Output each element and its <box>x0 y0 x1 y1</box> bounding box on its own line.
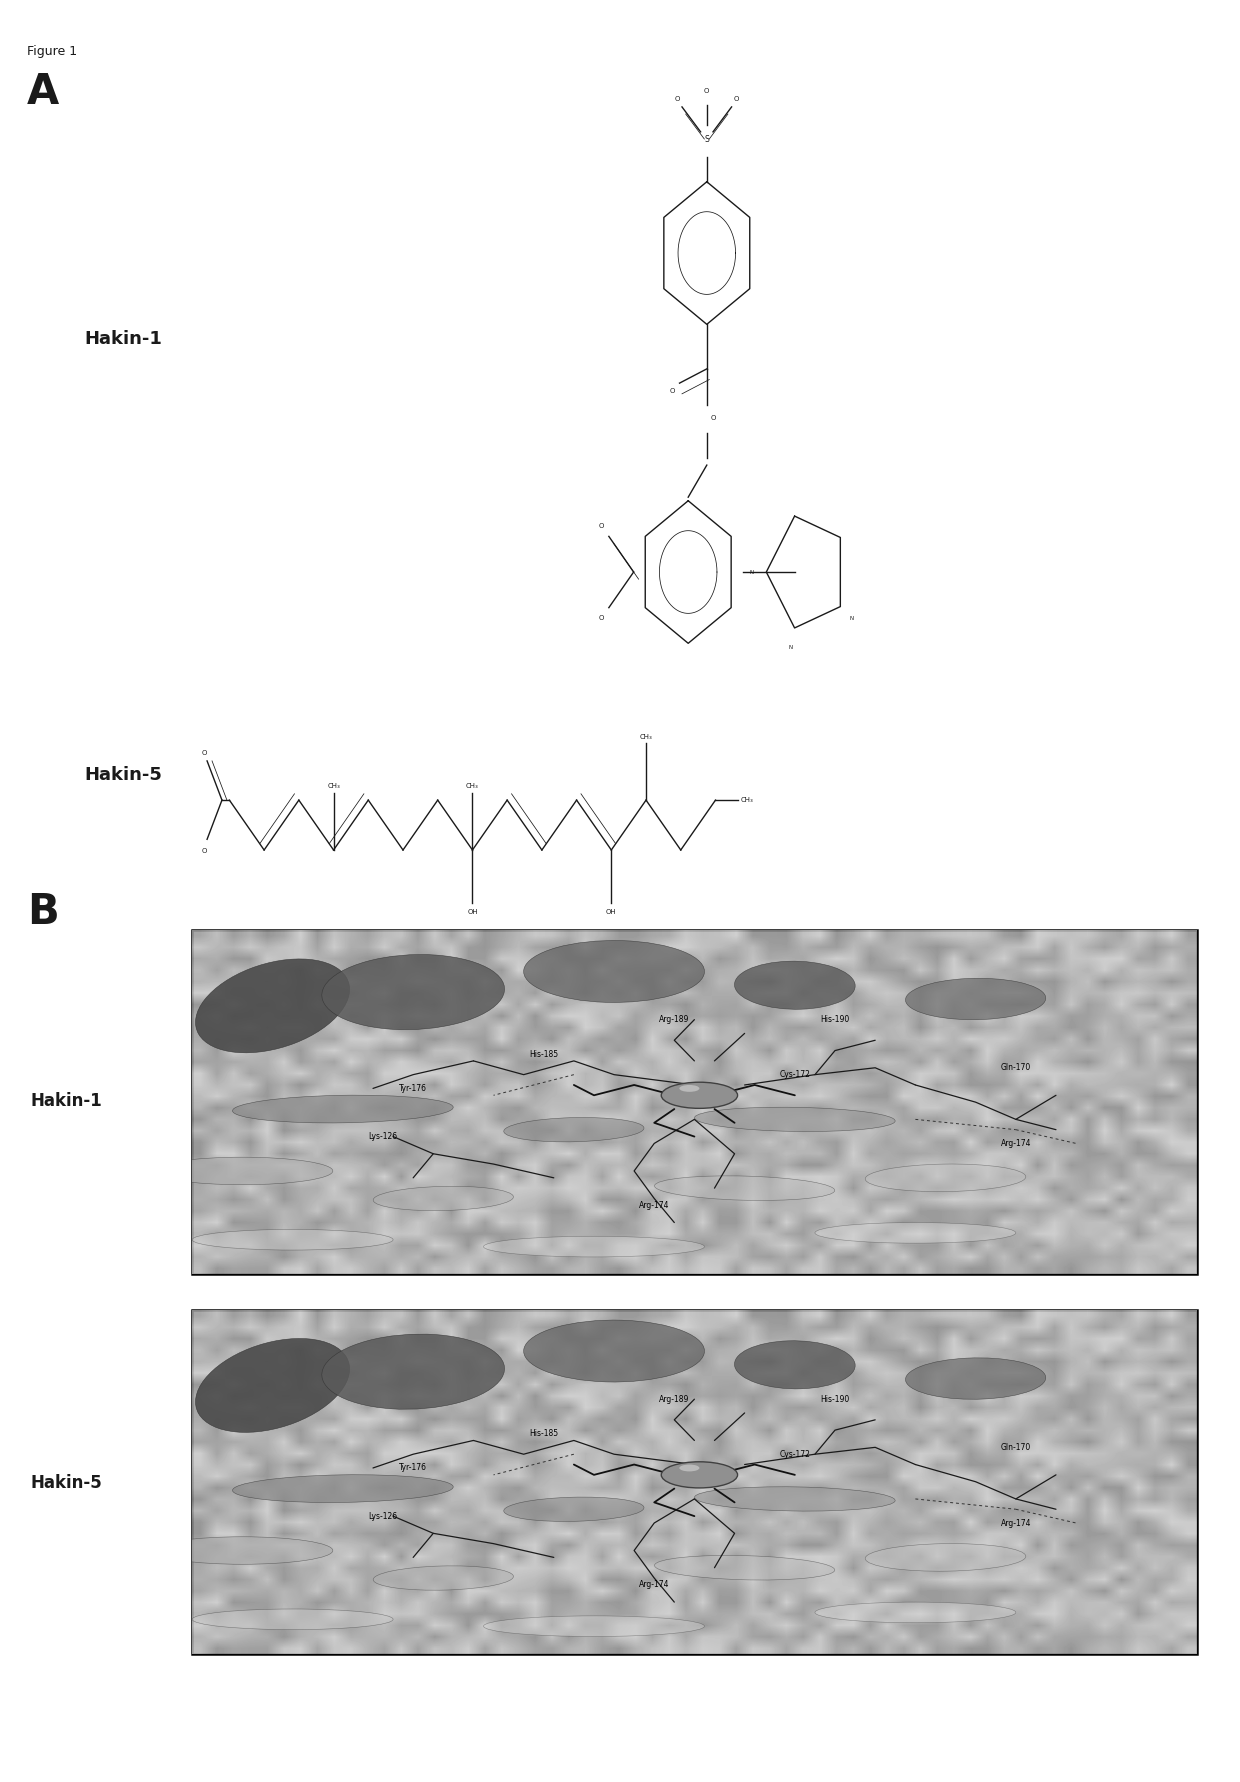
Text: O: O <box>202 750 207 756</box>
Text: Tyr-176: Tyr-176 <box>399 1463 427 1472</box>
Text: Gln-170: Gln-170 <box>1001 1443 1030 1452</box>
Ellipse shape <box>322 1335 505 1410</box>
Ellipse shape <box>694 1486 895 1511</box>
Ellipse shape <box>503 1497 644 1522</box>
Ellipse shape <box>153 1536 332 1565</box>
Text: Arg-174: Arg-174 <box>1001 1518 1030 1527</box>
Text: Arg-189: Arg-189 <box>660 1395 689 1404</box>
Ellipse shape <box>694 1107 895 1132</box>
Ellipse shape <box>523 1320 704 1383</box>
Ellipse shape <box>196 1338 350 1433</box>
Text: O: O <box>599 524 604 529</box>
Text: Arg-174: Arg-174 <box>639 1581 670 1590</box>
Ellipse shape <box>905 1358 1045 1399</box>
Ellipse shape <box>655 1556 835 1581</box>
Text: S: S <box>704 135 709 144</box>
Ellipse shape <box>815 1602 1016 1623</box>
Text: Figure 1: Figure 1 <box>27 45 77 57</box>
Text: CH₃: CH₃ <box>740 797 753 804</box>
Text: O: O <box>704 89 709 94</box>
Ellipse shape <box>322 955 505 1030</box>
Text: His-185: His-185 <box>529 1429 558 1438</box>
Ellipse shape <box>192 1609 393 1629</box>
Text: A: A <box>27 71 60 114</box>
Text: His-190: His-190 <box>821 1016 849 1025</box>
Text: N: N <box>789 645 792 650</box>
Ellipse shape <box>233 1096 453 1123</box>
Bar <box>192 1310 1197 1654</box>
Text: N: N <box>849 617 854 622</box>
Text: His-190: His-190 <box>821 1395 849 1404</box>
Ellipse shape <box>373 1187 513 1210</box>
Text: Arg-174: Arg-174 <box>1001 1139 1030 1148</box>
Text: CH₃: CH₃ <box>466 784 479 789</box>
Text: O: O <box>202 848 207 854</box>
Ellipse shape <box>866 1543 1025 1572</box>
Text: Cys-172: Cys-172 <box>780 1071 810 1080</box>
Text: Gln-170: Gln-170 <box>1001 1064 1030 1073</box>
Text: OH: OH <box>467 909 477 914</box>
Circle shape <box>680 1465 699 1472</box>
Ellipse shape <box>655 1176 835 1201</box>
Ellipse shape <box>484 1616 704 1636</box>
Text: O: O <box>599 615 604 620</box>
Text: Hakin-5: Hakin-5 <box>84 766 162 784</box>
Ellipse shape <box>815 1222 1016 1244</box>
Ellipse shape <box>233 1475 453 1502</box>
Text: Lys-126: Lys-126 <box>368 1511 398 1520</box>
Ellipse shape <box>905 978 1045 1019</box>
Text: Hakin-1: Hakin-1 <box>31 1092 103 1110</box>
Ellipse shape <box>373 1566 513 1590</box>
Text: Arg-189: Arg-189 <box>660 1016 689 1025</box>
Ellipse shape <box>734 1340 856 1388</box>
Circle shape <box>680 1085 699 1092</box>
Text: Arg-174: Arg-174 <box>639 1201 670 1210</box>
Text: Hakin-5: Hakin-5 <box>31 1474 103 1492</box>
Ellipse shape <box>484 1237 704 1256</box>
Text: O: O <box>675 96 680 102</box>
Ellipse shape <box>503 1117 644 1142</box>
Text: Hakin-1: Hakin-1 <box>84 330 162 347</box>
Text: O: O <box>670 388 675 394</box>
Text: Tyr-176: Tyr-176 <box>399 1083 427 1092</box>
Text: Lys-126: Lys-126 <box>368 1132 398 1140</box>
Text: O: O <box>711 415 715 421</box>
Text: OH: OH <box>606 909 616 914</box>
Text: CH₃: CH₃ <box>327 784 340 789</box>
Text: B: B <box>27 891 60 934</box>
Text: His-185: His-185 <box>529 1050 558 1059</box>
Circle shape <box>661 1082 738 1108</box>
Bar <box>192 930 1197 1274</box>
Ellipse shape <box>734 960 856 1009</box>
Text: N: N <box>750 570 754 574</box>
Ellipse shape <box>196 959 350 1053</box>
Text: CH₃: CH₃ <box>640 734 652 740</box>
Text: Cys-172: Cys-172 <box>780 1451 810 1459</box>
Circle shape <box>661 1461 738 1488</box>
Ellipse shape <box>866 1164 1025 1192</box>
Text: O: O <box>734 96 739 102</box>
Ellipse shape <box>153 1157 332 1185</box>
Ellipse shape <box>192 1230 393 1249</box>
Ellipse shape <box>523 941 704 1003</box>
